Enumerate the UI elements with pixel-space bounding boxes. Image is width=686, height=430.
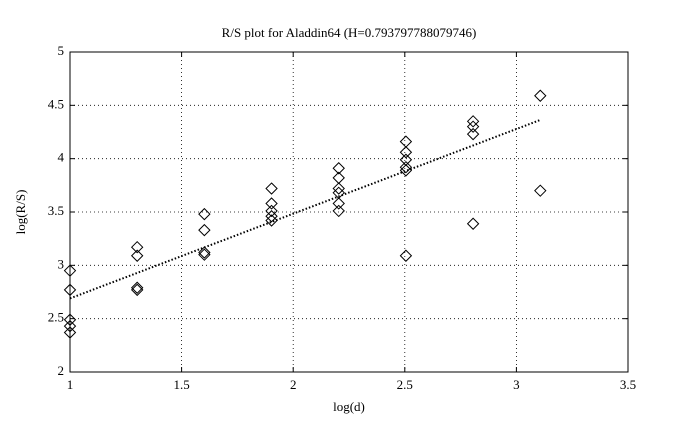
data-point [332, 204, 345, 218]
data-point [332, 197, 345, 210]
data-point [265, 204, 278, 218]
data-point [265, 182, 278, 195]
data-point [332, 182, 345, 195]
data-point [466, 127, 480, 141]
data-point [399, 160, 413, 174]
data-point [198, 223, 211, 237]
y-tick-label: 2.5 [48, 310, 64, 325]
data-point [130, 249, 144, 262]
x-tick-label: 2 [290, 377, 297, 392]
data-point [265, 197, 278, 210]
data-point [63, 283, 77, 297]
y-tick-label: 4.5 [48, 96, 64, 111]
x-tick-label: 1 [67, 377, 74, 392]
data-point [399, 146, 413, 159]
data-point [130, 283, 144, 297]
y-axis-label: log(R/S) [13, 190, 28, 235]
plot-frame [69, 51, 629, 373]
x-tick-label: 3.5 [620, 377, 636, 392]
chart-title: R/S plot for Aladdin64 (H=0.793797788079… [222, 25, 477, 40]
y-tick-label: 2 [58, 363, 65, 378]
data-point [534, 89, 547, 102]
x-tick-label: 1.5 [173, 377, 189, 392]
y-tick-label: 4 [58, 150, 65, 165]
data-point [534, 184, 547, 197]
data-point [265, 210, 278, 223]
data-point [130, 240, 144, 254]
data-point [198, 246, 211, 259]
data-point [130, 281, 144, 294]
data-point [198, 248, 211, 261]
data-point [466, 115, 480, 128]
data-point [63, 313, 77, 326]
y-tick-label: 3 [58, 256, 65, 271]
data-point [466, 120, 480, 133]
y-tick-label: 3.5 [48, 203, 64, 218]
data-point [198, 207, 211, 221]
data-point [63, 326, 77, 339]
y-tick-label: 5 [58, 43, 65, 58]
x-tick-label: 3 [513, 377, 520, 392]
data-point [399, 249, 413, 262]
data-point [399, 164, 413, 177]
data-point [63, 264, 77, 277]
data-point [332, 162, 345, 175]
data-point [265, 214, 278, 227]
x-axis-label: log(d) [333, 399, 365, 414]
data-point [466, 217, 480, 230]
data-point [63, 319, 77, 333]
x-tick-label: 2.5 [397, 377, 413, 392]
